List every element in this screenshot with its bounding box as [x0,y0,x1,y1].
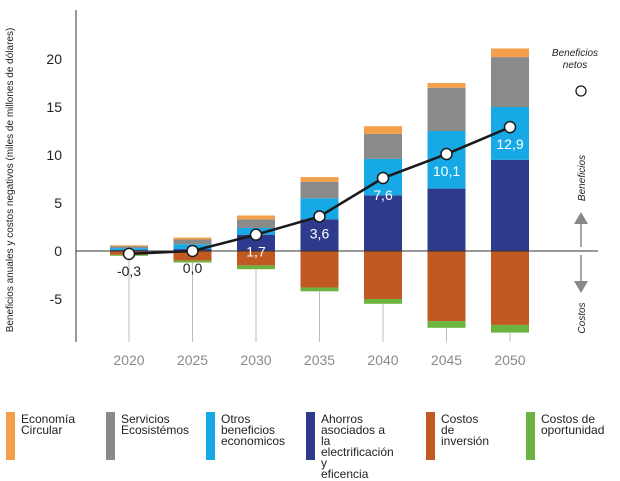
bar-segment [110,245,148,247]
net-benefit-point [376,171,390,185]
bar-segment [237,219,275,228]
y-axis-label: Beneficios anuales y costos negativos (m… [5,28,16,333]
y-tick-label: 5 [54,195,62,211]
net-benefit-label: 7,6 [373,187,393,203]
bar-segment [173,239,212,245]
legend-swatch [106,412,115,460]
bar-segment [173,260,212,263]
legend-label: Costos de oportunidad [541,412,605,437]
benefits-label: Beneficios [577,155,588,201]
legend-label: Otros beneficios economicos [221,412,286,448]
bar-segment [237,234,275,251]
y-tick-label: 0 [54,243,62,259]
bar-segment [300,251,339,288]
net-benefit-line: -0,3 0,0 1,7 3,6 7,6 10,1 12,9 [117,120,524,279]
x-tick-label: 2035 [304,352,335,368]
drop-lines [128,255,511,342]
bar-segment [364,195,402,251]
bar-segment [173,237,212,240]
legend-swatch [526,412,535,460]
net-benefits-marker [575,85,587,97]
bar-segment [491,57,529,107]
bar-segment [237,215,275,220]
net-benefit-label: 0,0 [183,260,203,276]
net-benefits-title: Beneficios [552,48,598,59]
bar-segment [300,219,339,251]
bar-segment [427,83,466,88]
net-benefit-point [313,210,326,223]
bar-segment [491,48,529,58]
net-benefit-label: 1,7 [246,244,266,260]
bar-segment [427,188,466,251]
x-tick-label: 2030 [240,352,271,368]
down-arrow-icon [574,281,588,293]
net-benefit-point [122,247,136,261]
x-tick-label: 2020 [113,352,144,368]
bar-segment [427,251,466,322]
legend-label: Servicios Ecosistémos [121,412,190,437]
bar-segment [300,287,339,292]
net-benefit-point [440,147,453,161]
bar-segment [110,246,148,249]
y-tick-label: -5 [50,291,63,307]
net-benefit-point [503,120,517,134]
bar-segment [300,181,339,199]
stacked-bars [110,48,529,333]
bar-segment [491,159,529,251]
net-benefit-label: 10,1 [433,163,460,179]
legend-label: Ahorros asociados a la electrificación y… [321,412,394,481]
bar-segment [427,321,466,328]
up-arrow-icon [574,212,588,224]
x-tick-label: 2050 [494,352,525,368]
costs-label: Costos [577,302,588,333]
y-tick-label: 20 [46,51,62,67]
legend-swatch [6,412,15,460]
x-tick-label: 2045 [431,352,462,368]
net-benefit-label: 12,9 [496,136,523,152]
x-tick-label: 2025 [177,352,208,368]
legend: Economía Circular Servicios Ecosistémos Ot… [0,412,620,480]
bar-segment [300,177,339,182]
y-tick-label: 10 [46,147,62,163]
bar-segment [364,126,402,134]
bar-segment [364,133,402,159]
net-benefits-title: netos [563,60,587,71]
x-tick-label: 2040 [367,352,398,368]
bar-segment [364,251,402,299]
legend-swatch [306,412,315,460]
net-benefit-label: -0,3 [117,263,141,279]
bar-segment [427,87,466,131]
legend-label: Costos de inversión [441,412,490,448]
legend-label: Economía Circular [21,412,76,437]
bar-segment [491,324,529,333]
bar-segment [237,251,275,266]
y-tick-label: 15 [46,99,62,115]
bar-segment [364,299,402,304]
bar-segment [237,265,275,270]
net-benefit-label: 3,6 [310,225,330,241]
legend-swatch [206,412,215,460]
net-benefit-point [249,228,263,241]
bar-segment [300,198,339,220]
legend-swatch [426,412,435,460]
bar-segment [491,251,529,325]
net-benefit-point [186,244,199,258]
